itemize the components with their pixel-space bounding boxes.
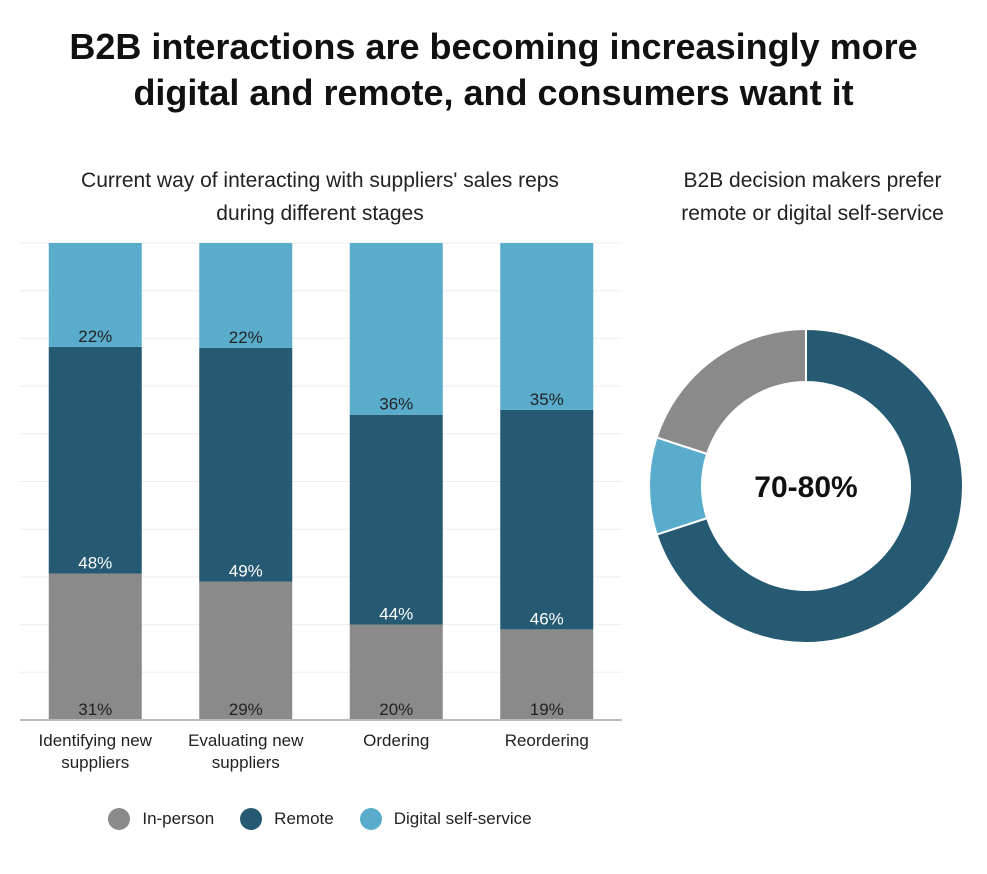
- main-title-line-2: digital and remote, and consumers want i…: [133, 72, 854, 113]
- data-label: 46%: [530, 609, 564, 628]
- bar-stack: 31% 48% 22%: [48, 243, 142, 720]
- data-label: 49%: [229, 562, 263, 581]
- data-label: 22%: [229, 328, 263, 347]
- legend-label: Remote: [274, 809, 334, 828]
- legend-swatch: [108, 808, 131, 830]
- legend-label: In-person: [142, 809, 215, 828]
- donut-slice: [655, 327, 964, 644]
- bar-segment: [48, 573, 142, 720]
- category-label: suppliers: [61, 753, 129, 772]
- data-label: 36%: [379, 395, 413, 414]
- data-label: 31%: [78, 700, 112, 719]
- bar-segment: [349, 624, 443, 720]
- category-label: Identifying new: [39, 731, 153, 750]
- bar-stack: 29% 49% 22%: [199, 243, 293, 720]
- donut-chart-title: B2B decision makers prefer remote or dig…: [650, 164, 975, 230]
- category-label: Ordering: [363, 731, 429, 750]
- donut-center-label: 70-80%: [754, 471, 857, 504]
- data-label: 44%: [379, 605, 413, 624]
- data-label: 48%: [78, 554, 112, 573]
- data-label: 22%: [78, 327, 112, 346]
- donut-chart: 70-80%: [648, 327, 964, 644]
- bar-chart-legend: In-person Remote Digital self-service: [0, 808, 640, 830]
- bar-segment: [500, 243, 594, 410]
- category-label: Evaluating new: [188, 731, 304, 750]
- legend-swatch: [240, 808, 263, 830]
- data-label: 20%: [379, 700, 413, 719]
- bar-segment: [199, 243, 293, 348]
- bar-chart-title-line-2: during different stages: [216, 202, 424, 225]
- data-label: 29%: [229, 700, 263, 719]
- main-title: B2B interactions are becoming increasing…: [0, 24, 987, 116]
- donut-chart-title-line-2: remote or digital self-service: [681, 202, 944, 225]
- bar-segment: [48, 243, 142, 347]
- bar-stack: 20% 44% 36%: [349, 243, 443, 720]
- bar-segment: [349, 414, 443, 625]
- data-label: 35%: [530, 390, 564, 409]
- bar-segment: [349, 243, 443, 415]
- bar-segment: [500, 629, 594, 720]
- legend-swatch: [359, 808, 382, 830]
- category-label: suppliers: [212, 753, 280, 772]
- bar-segment: [199, 581, 293, 720]
- legend-item: Digital self-service: [359, 808, 532, 830]
- bar-segment: [500, 409, 594, 630]
- bar-chart-title-line-1: Current way of interacting with supplier…: [81, 169, 559, 192]
- donut-chart-title-line-1: B2B decision makers prefer: [683, 169, 942, 192]
- main-title-line-1: B2B interactions are becoming increasing…: [69, 26, 918, 67]
- bar-segment: [199, 347, 293, 582]
- legend-item: In-person: [108, 808, 214, 830]
- legend-item: Remote: [240, 808, 334, 830]
- bar-stack: 19% 46% 35%: [500, 243, 594, 720]
- bar-chart-title: Current way of interacting with supplier…: [20, 164, 620, 230]
- category-label: Reordering: [505, 731, 589, 750]
- data-label: 19%: [530, 700, 564, 719]
- donut-slice: [655, 327, 807, 456]
- bar-segment: [48, 346, 142, 574]
- legend-label: Digital self-service: [393, 809, 532, 828]
